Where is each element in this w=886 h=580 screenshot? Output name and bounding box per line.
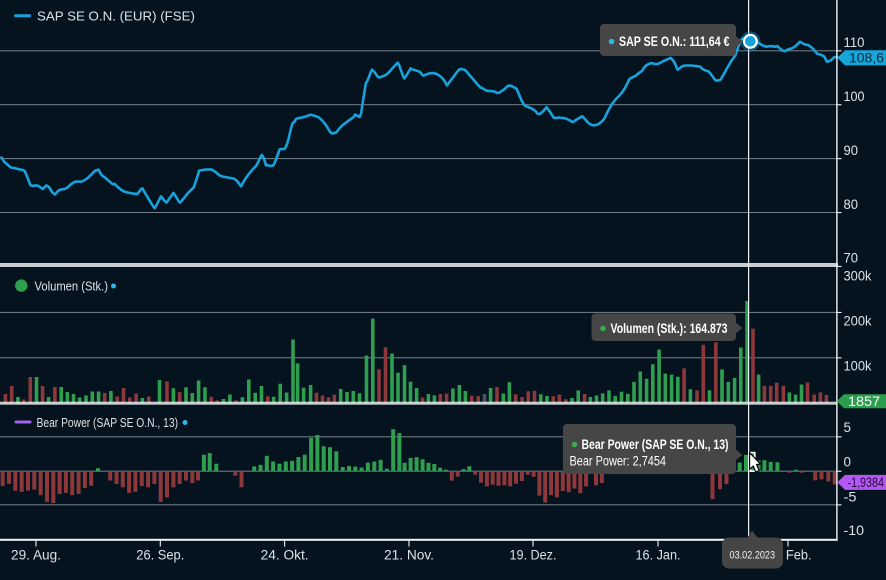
svg-text:29. Aug.: 29. Aug.	[11, 547, 61, 562]
svg-text:Bear Power (SAP SE O.N., 13): Bear Power (SAP SE O.N., 13)	[37, 415, 179, 430]
svg-text:90: 90	[844, 143, 859, 158]
svg-text:Volumen (Stk.): Volumen (Stk.)	[35, 279, 109, 294]
svg-text:0: 0	[844, 454, 852, 469]
svg-text:100k: 100k	[844, 358, 872, 373]
svg-text:Bear Power (SAP SE O.N., 13): Bear Power (SAP SE O.N., 13)	[582, 437, 729, 452]
svg-text:16. Jan.: 16. Jan.	[636, 547, 681, 562]
svg-text:70: 70	[844, 251, 859, 266]
svg-text:-1,9384: -1,9384	[848, 475, 885, 490]
svg-text:24. Okt.: 24. Okt.	[261, 547, 309, 562]
svg-text:80: 80	[844, 197, 859, 212]
svg-text:300k: 300k	[844, 269, 872, 284]
svg-text:110: 110	[844, 35, 865, 50]
svg-text:26. Sep.: 26. Sep.	[136, 547, 184, 562]
svg-text:Bear Power: 2,7454: Bear Power: 2,7454	[570, 454, 667, 469]
svg-text:03.02.2023: 03.02.2023	[730, 549, 776, 561]
svg-text:-10: -10	[844, 523, 865, 538]
svg-text:21. Nov.: 21. Nov.	[384, 547, 434, 562]
svg-text:5: 5	[844, 420, 852, 435]
svg-text:200k: 200k	[844, 314, 872, 329]
svg-text:108,6: 108,6	[849, 51, 884, 66]
svg-text:100: 100	[844, 89, 865, 104]
svg-text:-5: -5	[844, 489, 857, 504]
svg-text:SAP SE O.N. (EUR) (FSE): SAP SE O.N. (EUR) (FSE)	[37, 9, 195, 24]
svg-text:19. Dez.: 19. Dez.	[510, 547, 557, 562]
svg-text:Volumen (Stk.): 164.873: Volumen (Stk.): 164.873	[611, 321, 728, 336]
svg-text:SAP SE O.N.: 111,64 €: SAP SE O.N.: 111,64 €	[619, 34, 730, 49]
svg-text:1857: 1857	[848, 394, 880, 409]
